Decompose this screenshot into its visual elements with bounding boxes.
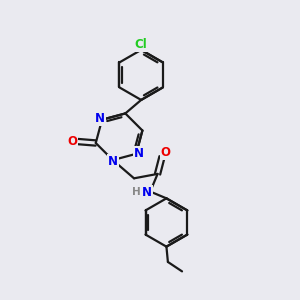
- Text: H: H: [132, 187, 140, 197]
- Text: O: O: [67, 135, 77, 148]
- Text: N: N: [142, 186, 152, 199]
- Text: N: N: [95, 112, 105, 125]
- Text: Cl: Cl: [135, 38, 148, 51]
- Text: N: N: [134, 147, 143, 160]
- Text: O: O: [160, 146, 170, 159]
- Text: N: N: [108, 155, 118, 168]
